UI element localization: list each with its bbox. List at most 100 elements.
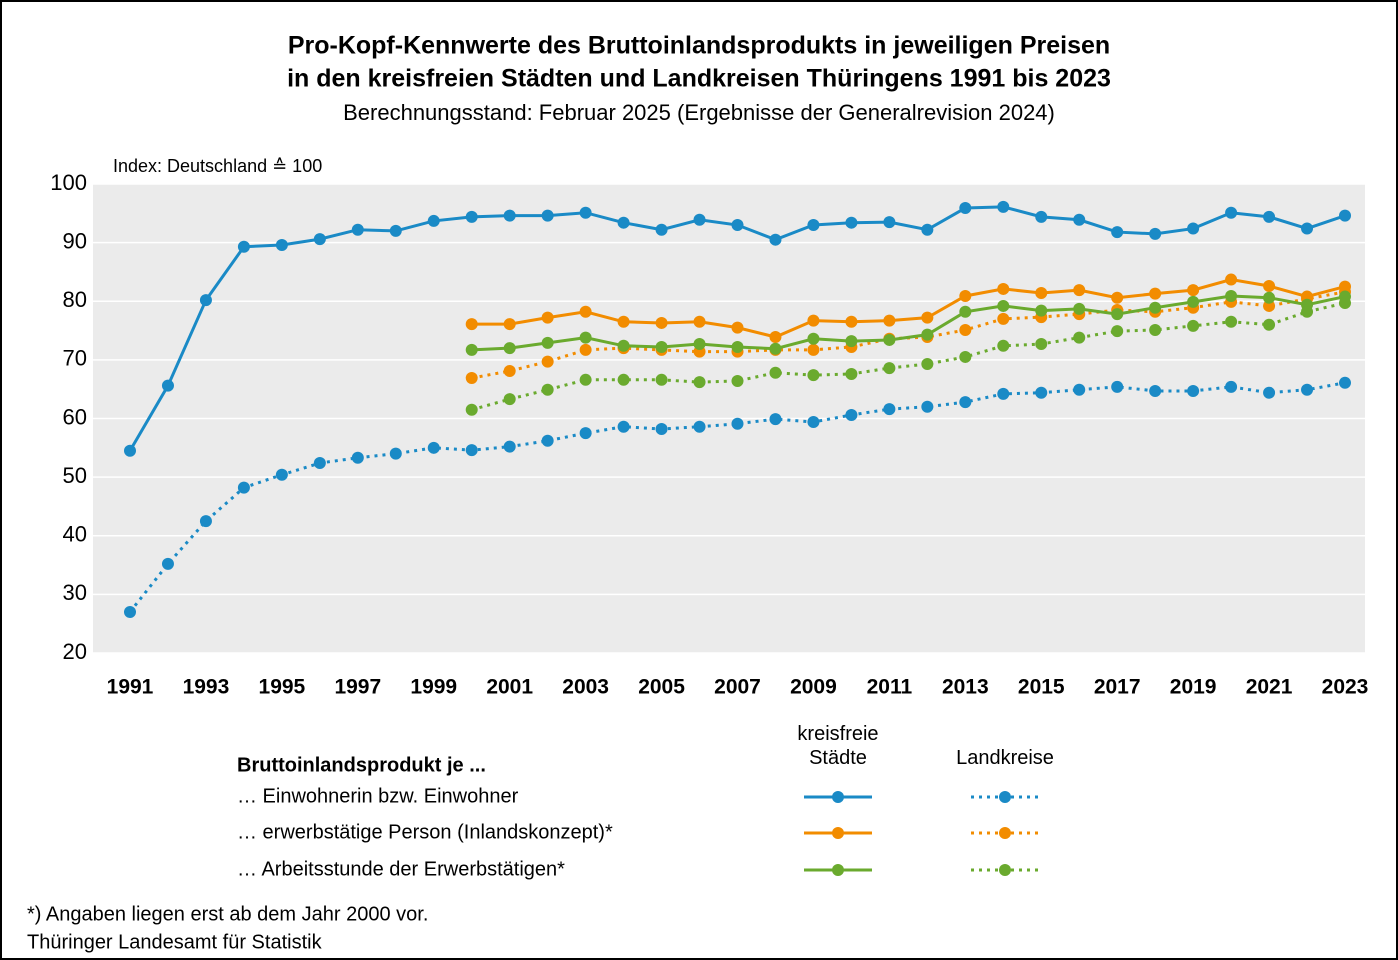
x-tick-label: 1991: [107, 676, 154, 699]
data-point: [693, 213, 706, 226]
y-tick-label: 50: [63, 463, 87, 488]
y-tick-label: 20: [63, 639, 87, 664]
legend-column-label: Landkreise: [956, 747, 1054, 769]
data-point: [845, 408, 858, 421]
x-tick-label: 1995: [259, 676, 306, 699]
data-point: [769, 331, 782, 344]
data-point: [997, 312, 1010, 325]
chart-subtitle: Berechnungsstand: Februar 2025 (Ergebnis…: [343, 100, 1055, 125]
data-point: [465, 343, 478, 356]
legend-swatch-marker: [999, 864, 1011, 876]
data-point: [769, 413, 782, 426]
data-point: [1149, 287, 1162, 300]
data-point: [1187, 222, 1200, 235]
series-line: [471, 294, 1346, 352]
y-tick-label: 80: [63, 287, 87, 312]
data-point: [1035, 210, 1048, 223]
data-point: [997, 200, 1010, 213]
data-point: [579, 305, 592, 318]
data-point: [389, 224, 402, 237]
data-point: [1263, 280, 1276, 293]
data-point: [541, 311, 554, 324]
data-point: [693, 315, 706, 328]
data-point: [1149, 301, 1162, 314]
legend-swatch-marker: [832, 864, 844, 876]
data-point: [579, 427, 592, 440]
y-tick-label: 70: [63, 346, 87, 371]
series-line: [471, 278, 1346, 339]
data-point: [769, 366, 782, 379]
x-tick-label: 2007: [714, 676, 761, 699]
data-point: [1187, 284, 1200, 297]
data-point: [769, 342, 782, 355]
data-point: [427, 214, 440, 227]
data-point: [465, 318, 478, 331]
y-tick-label: 60: [63, 404, 87, 429]
data-point: [655, 373, 668, 386]
data-point: [1263, 210, 1276, 223]
legend-row-label: … Einwohnerin bzw. Einwohner: [237, 785, 519, 807]
x-tick-label: 2021: [1246, 676, 1293, 699]
data-point: [1339, 209, 1351, 222]
data-point: [465, 403, 478, 416]
data-point: [731, 417, 744, 430]
data-point: [1187, 295, 1200, 308]
data-point: [275, 238, 288, 251]
data-point: [921, 223, 934, 236]
data-point: [1149, 384, 1162, 397]
x-tick-label: 2005: [638, 676, 685, 699]
y-tick-label: 30: [63, 580, 87, 605]
data-point: [579, 331, 592, 344]
legend-title: Bruttoinlandsprodukt je ...: [237, 754, 486, 776]
data-point: [997, 282, 1010, 295]
data-point: [427, 441, 440, 454]
y-tick-label: 90: [63, 228, 87, 253]
data-point: [237, 481, 250, 494]
data-point: [959, 350, 972, 363]
data-point: [351, 451, 364, 464]
data-point: [1263, 318, 1276, 331]
data-point: [1225, 273, 1238, 286]
y-axis-label: Index: Deutschland ≙ 100: [113, 156, 322, 176]
data-point: [1073, 331, 1086, 344]
data-point: [959, 305, 972, 318]
data-point: [959, 396, 972, 409]
data-point: [465, 210, 478, 223]
data-point: [503, 365, 516, 378]
data-point: [541, 383, 554, 396]
data-point: [845, 315, 858, 328]
data-point: [1073, 284, 1086, 297]
data-point: [807, 314, 820, 327]
data-point: [1339, 376, 1351, 389]
data-point: [237, 240, 250, 253]
x-tick-label: 1999: [410, 676, 457, 699]
data-point: [199, 294, 212, 307]
data-point: [124, 444, 136, 457]
data-point: [883, 333, 896, 346]
data-point: [1035, 386, 1048, 399]
data-point: [161, 379, 174, 392]
data-point: [845, 367, 858, 380]
data-point: [1263, 291, 1276, 304]
legend-swatch-marker: [832, 827, 844, 839]
data-point: [541, 434, 554, 447]
data-point: [807, 343, 820, 356]
data-point: [1149, 323, 1162, 336]
data-point: [997, 339, 1010, 352]
data-point: [731, 374, 744, 387]
data-point: [1187, 384, 1200, 397]
series-line: [471, 301, 1346, 412]
data-point: [959, 289, 972, 302]
data-point: [655, 340, 668, 353]
x-tick-label: 2009: [790, 676, 837, 699]
x-tick-label: 2003: [562, 676, 609, 699]
data-point: [1073, 383, 1086, 396]
data-point: [1111, 291, 1124, 304]
x-tick-label: 2013: [942, 676, 989, 699]
data-point: [731, 321, 744, 334]
data-point: [1301, 383, 1314, 396]
x-tick-label: 2023: [1322, 676, 1369, 699]
data-point: [541, 336, 554, 349]
